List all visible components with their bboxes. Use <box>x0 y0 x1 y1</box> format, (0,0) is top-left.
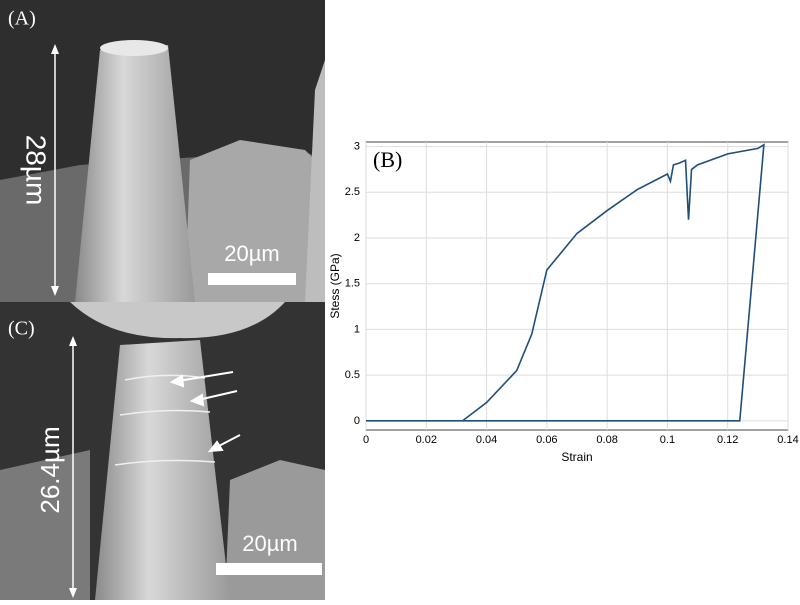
y-axis-label: Stess (GPa) <box>328 253 342 318</box>
y-tick-label: 0.5 <box>345 369 360 381</box>
panel-label: (B) <box>373 147 402 172</box>
arrow-head <box>51 44 59 54</box>
x-tick-label: 0.04 <box>476 434 497 446</box>
x-axis-label: Strain <box>561 450 592 464</box>
height-label: 28µm <box>21 135 52 206</box>
data-line <box>366 143 765 422</box>
scale-bar <box>208 273 296 285</box>
height-label: 26.4µm <box>35 426 65 513</box>
panel-label: (A) <box>8 8 36 30</box>
y-tick-label: 2 <box>354 232 360 244</box>
plot-frame <box>365 141 789 431</box>
x-tick-label: 0.14 <box>777 434 798 446</box>
scale-label: 20µm <box>242 531 297 556</box>
x-tick-label: 0.08 <box>596 434 617 446</box>
arrow-head <box>69 588 77 598</box>
y-tick-label: 2.5 <box>345 186 360 198</box>
scale-label: 20µm <box>224 241 279 266</box>
y-tick-label: 0 <box>354 415 360 427</box>
y-tick-label: 1.5 <box>345 278 360 290</box>
panel-label: (C) <box>8 318 35 340</box>
scale-bar <box>216 563 322 575</box>
sem-image-a <box>0 0 325 302</box>
arrow-head <box>69 336 77 346</box>
y-tick-label: 1 <box>354 323 360 335</box>
x-tick-label: 0 <box>363 434 369 446</box>
x-tick-label: 0.06 <box>536 434 557 446</box>
sem-image-c <box>0 302 325 600</box>
y-tick-label: 3 <box>354 140 360 152</box>
x-tick-label: 0.02 <box>416 434 437 446</box>
x-tick-label: 0.1 <box>660 434 675 446</box>
x-tick-label: 0.12 <box>717 434 738 446</box>
arrow-head <box>51 286 59 296</box>
